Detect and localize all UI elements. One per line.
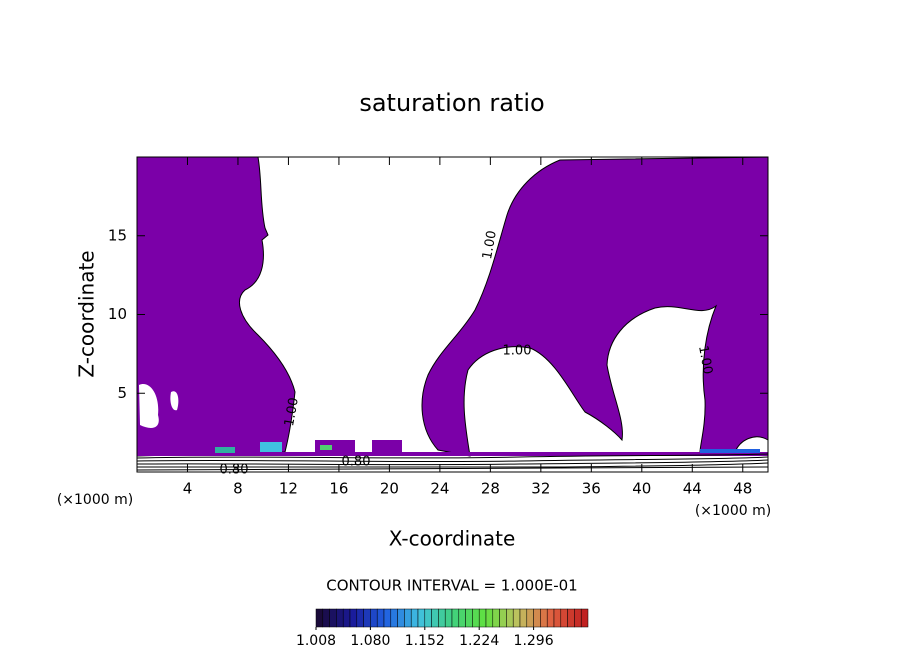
colorbar-cell [390, 608, 398, 628]
contour-label: 0.80 [342, 455, 371, 470]
y-axis-label: Z-coordinate [75, 250, 99, 377]
saturation-field [136, 156, 769, 471]
x-tick-label: 48 [733, 480, 752, 498]
colorbar-cell [444, 608, 453, 628]
colorbar-cell [404, 608, 412, 628]
x-tick-label: 12 [279, 480, 298, 498]
contour-label: 1.00 [503, 344, 532, 359]
dry-pocket [170, 391, 179, 411]
colorbar-cell [417, 608, 426, 628]
colorbar-tick-label: 1.152 [405, 633, 445, 649]
saturated-strip [137, 452, 768, 456]
colorbar-cell [451, 608, 460, 628]
x-tick-label: 32 [531, 480, 550, 498]
colorbar-cell [519, 608, 528, 628]
colorbar-cell [472, 608, 480, 628]
colorbar-cell [363, 608, 371, 628]
x-tick-label: 36 [582, 480, 601, 498]
colorbar-cell [397, 608, 405, 628]
contour-label: 0.80 [220, 463, 249, 478]
colorbar-cell [458, 608, 466, 628]
colorbar-cell [574, 608, 582, 628]
colorbar-cell [506, 608, 514, 628]
colorbar-cell [465, 608, 473, 628]
x-tick-label: 28 [481, 480, 500, 498]
y-tick-label: 10 [108, 305, 127, 323]
colorbar-cell [533, 608, 541, 628]
colorbar-tick-label: 1.080 [350, 633, 390, 649]
x-tick-label: 20 [380, 480, 399, 498]
colorbar-cell [315, 608, 324, 628]
colorbar-tick-label: 1.008 [296, 633, 336, 649]
y-tick-label: 5 [117, 384, 127, 402]
colorbar-cell [526, 608, 534, 628]
colorbar-cell [492, 608, 500, 628]
contour-interval: CONTOUR INTERVAL = 1.000E-01 [326, 577, 577, 595]
high-ratio-patch [700, 449, 760, 453]
contour-label: 1.00 [282, 396, 302, 427]
colorbar-cell [580, 608, 589, 628]
colorbar-cell [567, 608, 575, 628]
contour-label: 1.00 [480, 229, 500, 260]
colorbar-cell [376, 608, 385, 628]
colorbar-tick-label: 1.224 [459, 633, 499, 649]
colorbar-cell [322, 608, 330, 628]
x-tick-label: 16 [329, 480, 348, 498]
saturated-region [136, 156, 296, 457]
colorbar-cell [540, 608, 548, 628]
colorbar-cell [438, 608, 446, 628]
x-axis-label: X-coordinate [389, 527, 516, 551]
y-tick-label: 15 [108, 226, 127, 244]
colorbar-cell [349, 608, 358, 628]
saturated-region [421, 156, 769, 457]
colorbar-cell [336, 608, 344, 628]
colorbar-cell [356, 608, 364, 628]
colorbar-cell [485, 608, 494, 628]
colorbar-cell [410, 608, 419, 628]
colorbar-cell [431, 608, 439, 628]
x-tick-label: 40 [632, 480, 651, 498]
dry-pocket [139, 384, 159, 428]
colorbar-cell [553, 608, 562, 628]
contour-lines [136, 453, 769, 471]
colorbar-tick-label: 1.296 [514, 633, 554, 649]
colorbar-cell [342, 608, 351, 628]
x-unit: (×1000 m) [57, 492, 133, 508]
colorbar-cell [560, 608, 568, 628]
high-ratio-patch [260, 442, 282, 452]
chart-title: saturation ratio [359, 89, 544, 117]
colorbar-cell [478, 608, 487, 628]
contour-label: 1.00 [695, 344, 715, 375]
colorbar-cell [499, 608, 507, 628]
x-tick-label: 8 [233, 480, 243, 498]
colorbar-cell [424, 608, 432, 628]
x-tick-label: 24 [430, 480, 449, 498]
x-unit: (×1000 m) [695, 503, 771, 519]
high-ratio-patch [320, 445, 332, 450]
colorbar-cell [512, 608, 521, 628]
colorbar-cell [370, 608, 378, 628]
x-tick-label: 4 [183, 480, 193, 498]
colorbar-cell [546, 608, 555, 628]
high-ratio-patch [372, 440, 402, 453]
colorbar-cell [329, 608, 337, 628]
high-ratio-patch [215, 447, 235, 453]
x-tick-label: 44 [683, 480, 702, 498]
colorbar-cell [383, 608, 392, 628]
